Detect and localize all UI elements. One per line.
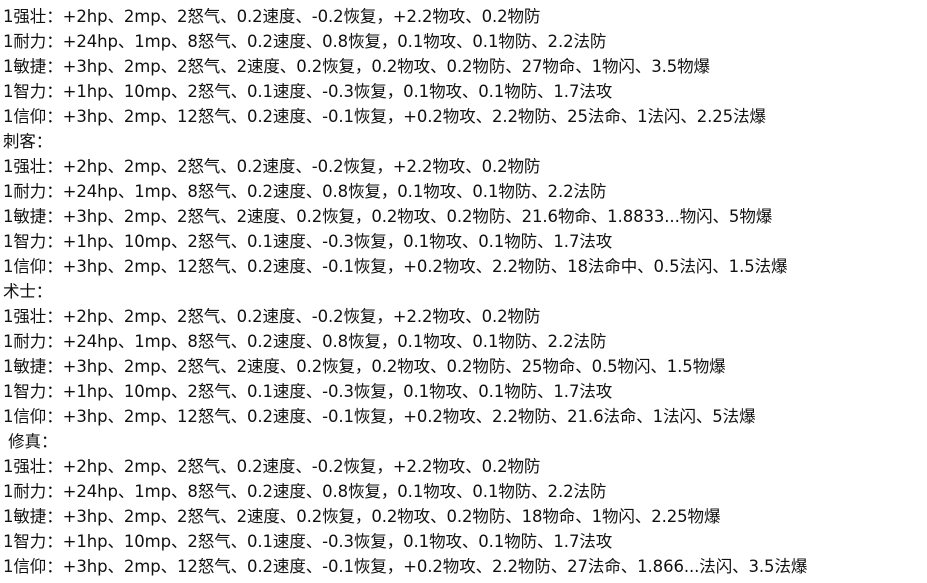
text-line: 1耐力：+24hp、1mp、8怒气、0.2速度、0.8恢复，0.1物攻、0.1物…: [3, 482, 607, 501]
text-line: 1敏捷：+3hp、2mp、2怒气、2速度、0.2恢复，0.2物攻、0.2物防、2…: [3, 57, 710, 76]
text-line: 1耐力：+24hp、1mp、8怒气、0.2速度、0.8恢复，0.1物攻、0.1物…: [3, 332, 607, 351]
section-heading: 修真：: [3, 432, 58, 451]
text-line: 1强壮：+2hp、2mp、2怒气、0.2速度、-0.2恢复，+2.2物攻、0.2…: [3, 157, 541, 176]
text-line: 1智力：+1hp、10mp、2怒气、0.1速度、-0.3恢复，0.1物攻、0.1…: [3, 232, 613, 251]
text-line: 1智力：+1hp、10mp、2怒气、0.1速度、-0.3恢复，0.1物攻、0.1…: [3, 532, 613, 551]
text-line: 1信仰：+3hp、2mp、12怒气、0.2速度、-0.1恢复，+0.2物攻、2.…: [3, 257, 788, 276]
text-line: 1智力：+1hp、10mp、2怒气、0.1速度、-0.3恢复，0.1物攻、0.1…: [3, 82, 613, 101]
text-line: 1信仰：+3hp、2mp、12怒气、0.2速度、-0.1恢复，+0.2物攻、2.…: [3, 407, 756, 426]
text-line: 1信仰：+3hp、2mp、12怒气、0.2速度、-0.1恢复，+0.2物攻、2.…: [3, 107, 766, 126]
text-line: 1强壮：+2hp、2mp、2怒气、0.2速度、-0.2恢复，+2.2物攻、0.2…: [3, 7, 541, 26]
text-line: 1敏捷：+3hp、2mp、2怒气、2速度、0.2恢复，0.2物攻、0.2物防、2…: [3, 357, 726, 376]
text-line: 1强壮：+2hp、2mp、2怒气、0.2速度、-0.2恢复，+2.2物攻、0.2…: [3, 307, 541, 326]
text-line: 1敏捷：+3hp、2mp、2怒气、2速度、0.2恢复，0.2物攻、0.2物防、2…: [3, 207, 773, 226]
text-line: 1信仰：+3hp、2mp、12怒气、0.2速度、-0.1恢复，+0.2物攻、2.…: [3, 557, 808, 576]
section-heading: 刺客：: [3, 132, 53, 151]
text-line: 1耐力：+24hp、1mp、8怒气、0.2速度、0.8恢复，0.1物攻、0.1物…: [3, 182, 607, 201]
text-line: 1耐力：+24hp、1mp、8怒气、0.2速度、0.8恢复，0.1物攻、0.1物…: [3, 32, 607, 51]
text-line: 1智力：+1hp、10mp、2怒气、0.1速度、-0.3恢复，0.1物攻、0.1…: [3, 382, 613, 401]
section-heading: 术士：: [3, 282, 53, 301]
text-line: 1敏捷：+3hp、2mp、2怒气、2速度、0.2恢复，0.2物攻、0.2物防、1…: [3, 507, 721, 526]
text-line: 1强壮：+2hp、2mp、2怒气、0.2速度、-0.2恢复，+2.2物攻、0.2…: [3, 457, 541, 476]
